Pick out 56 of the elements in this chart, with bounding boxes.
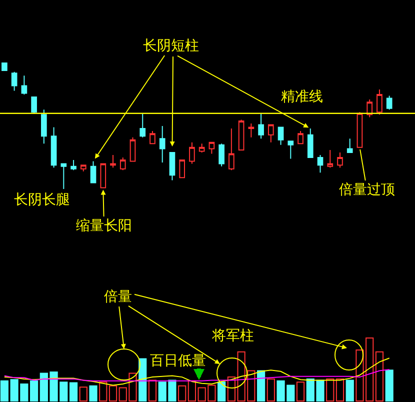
candlestick	[21, 75, 28, 96]
candlestick	[140, 112, 146, 138]
bar	[218, 382, 226, 402]
candlestick	[50, 126, 57, 168]
candlestick	[60, 163, 67, 190]
bar	[385, 370, 394, 402]
candlestick	[110, 154, 116, 168]
annotation: 将军柱	[211, 328, 254, 344]
candlestick	[386, 95, 392, 110]
candlestick	[179, 160, 185, 178]
candlestick	[70, 160, 76, 171]
candlestick	[356, 112, 363, 148]
candlestick	[337, 152, 343, 168]
candlestick	[169, 152, 176, 181]
candlestick	[376, 88, 382, 116]
text: 倍量	[104, 289, 132, 305]
bar	[256, 370, 266, 402]
candlestick	[327, 149, 334, 168]
annotation: 百日低量	[150, 353, 206, 369]
candlestick	[120, 157, 126, 171]
text: 缩量长阳	[76, 218, 132, 234]
bar	[89, 385, 98, 402]
text: 长阴短柱	[143, 38, 199, 54]
candlestick	[159, 126, 166, 164]
candlestick	[2, 62, 8, 72]
candlestick	[90, 160, 96, 184]
candlestick	[208, 142, 215, 154]
candlestick	[130, 136, 136, 162]
ref-line-label: 精准线	[281, 89, 323, 105]
candlestick	[298, 130, 304, 144]
candlestick	[307, 128, 314, 158]
text: 长阴长腿	[14, 192, 70, 208]
candlestick	[41, 109, 47, 144]
candlestick	[248, 122, 254, 138]
candlestick	[258, 112, 264, 140]
candlestick	[238, 119, 244, 150]
candlestick	[80, 164, 86, 172]
candlestick	[189, 142, 195, 164]
candlestick	[218, 143, 224, 167]
candlestick	[150, 130, 156, 144]
candlestick	[278, 126, 284, 146]
candlestick	[268, 124, 274, 143]
bar	[346, 380, 354, 402]
candlestick	[11, 71, 18, 92]
bar	[30, 380, 38, 402]
candlestick	[346, 138, 353, 153]
candlestick	[366, 99, 373, 118]
candlestick	[228, 128, 234, 171]
candlestick	[317, 154, 324, 174]
bar	[138, 358, 147, 402]
candlestick	[31, 96, 37, 114]
candlestick	[198, 143, 205, 153]
candlestick	[288, 140, 294, 160]
annotation: 倍量过顶	[339, 182, 395, 198]
bar	[69, 382, 78, 402]
bar	[0, 380, 8, 402]
